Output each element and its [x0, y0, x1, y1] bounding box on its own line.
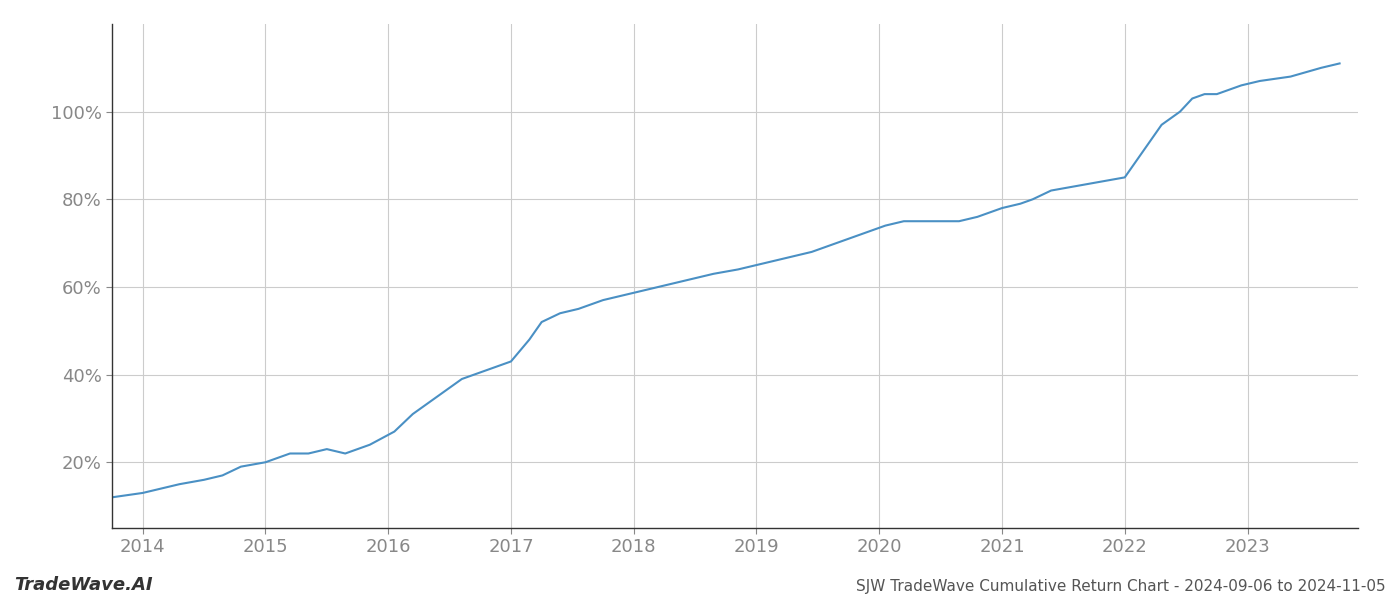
Text: TradeWave.AI: TradeWave.AI	[14, 576, 153, 594]
Text: SJW TradeWave Cumulative Return Chart - 2024-09-06 to 2024-11-05: SJW TradeWave Cumulative Return Chart - …	[857, 579, 1386, 594]
